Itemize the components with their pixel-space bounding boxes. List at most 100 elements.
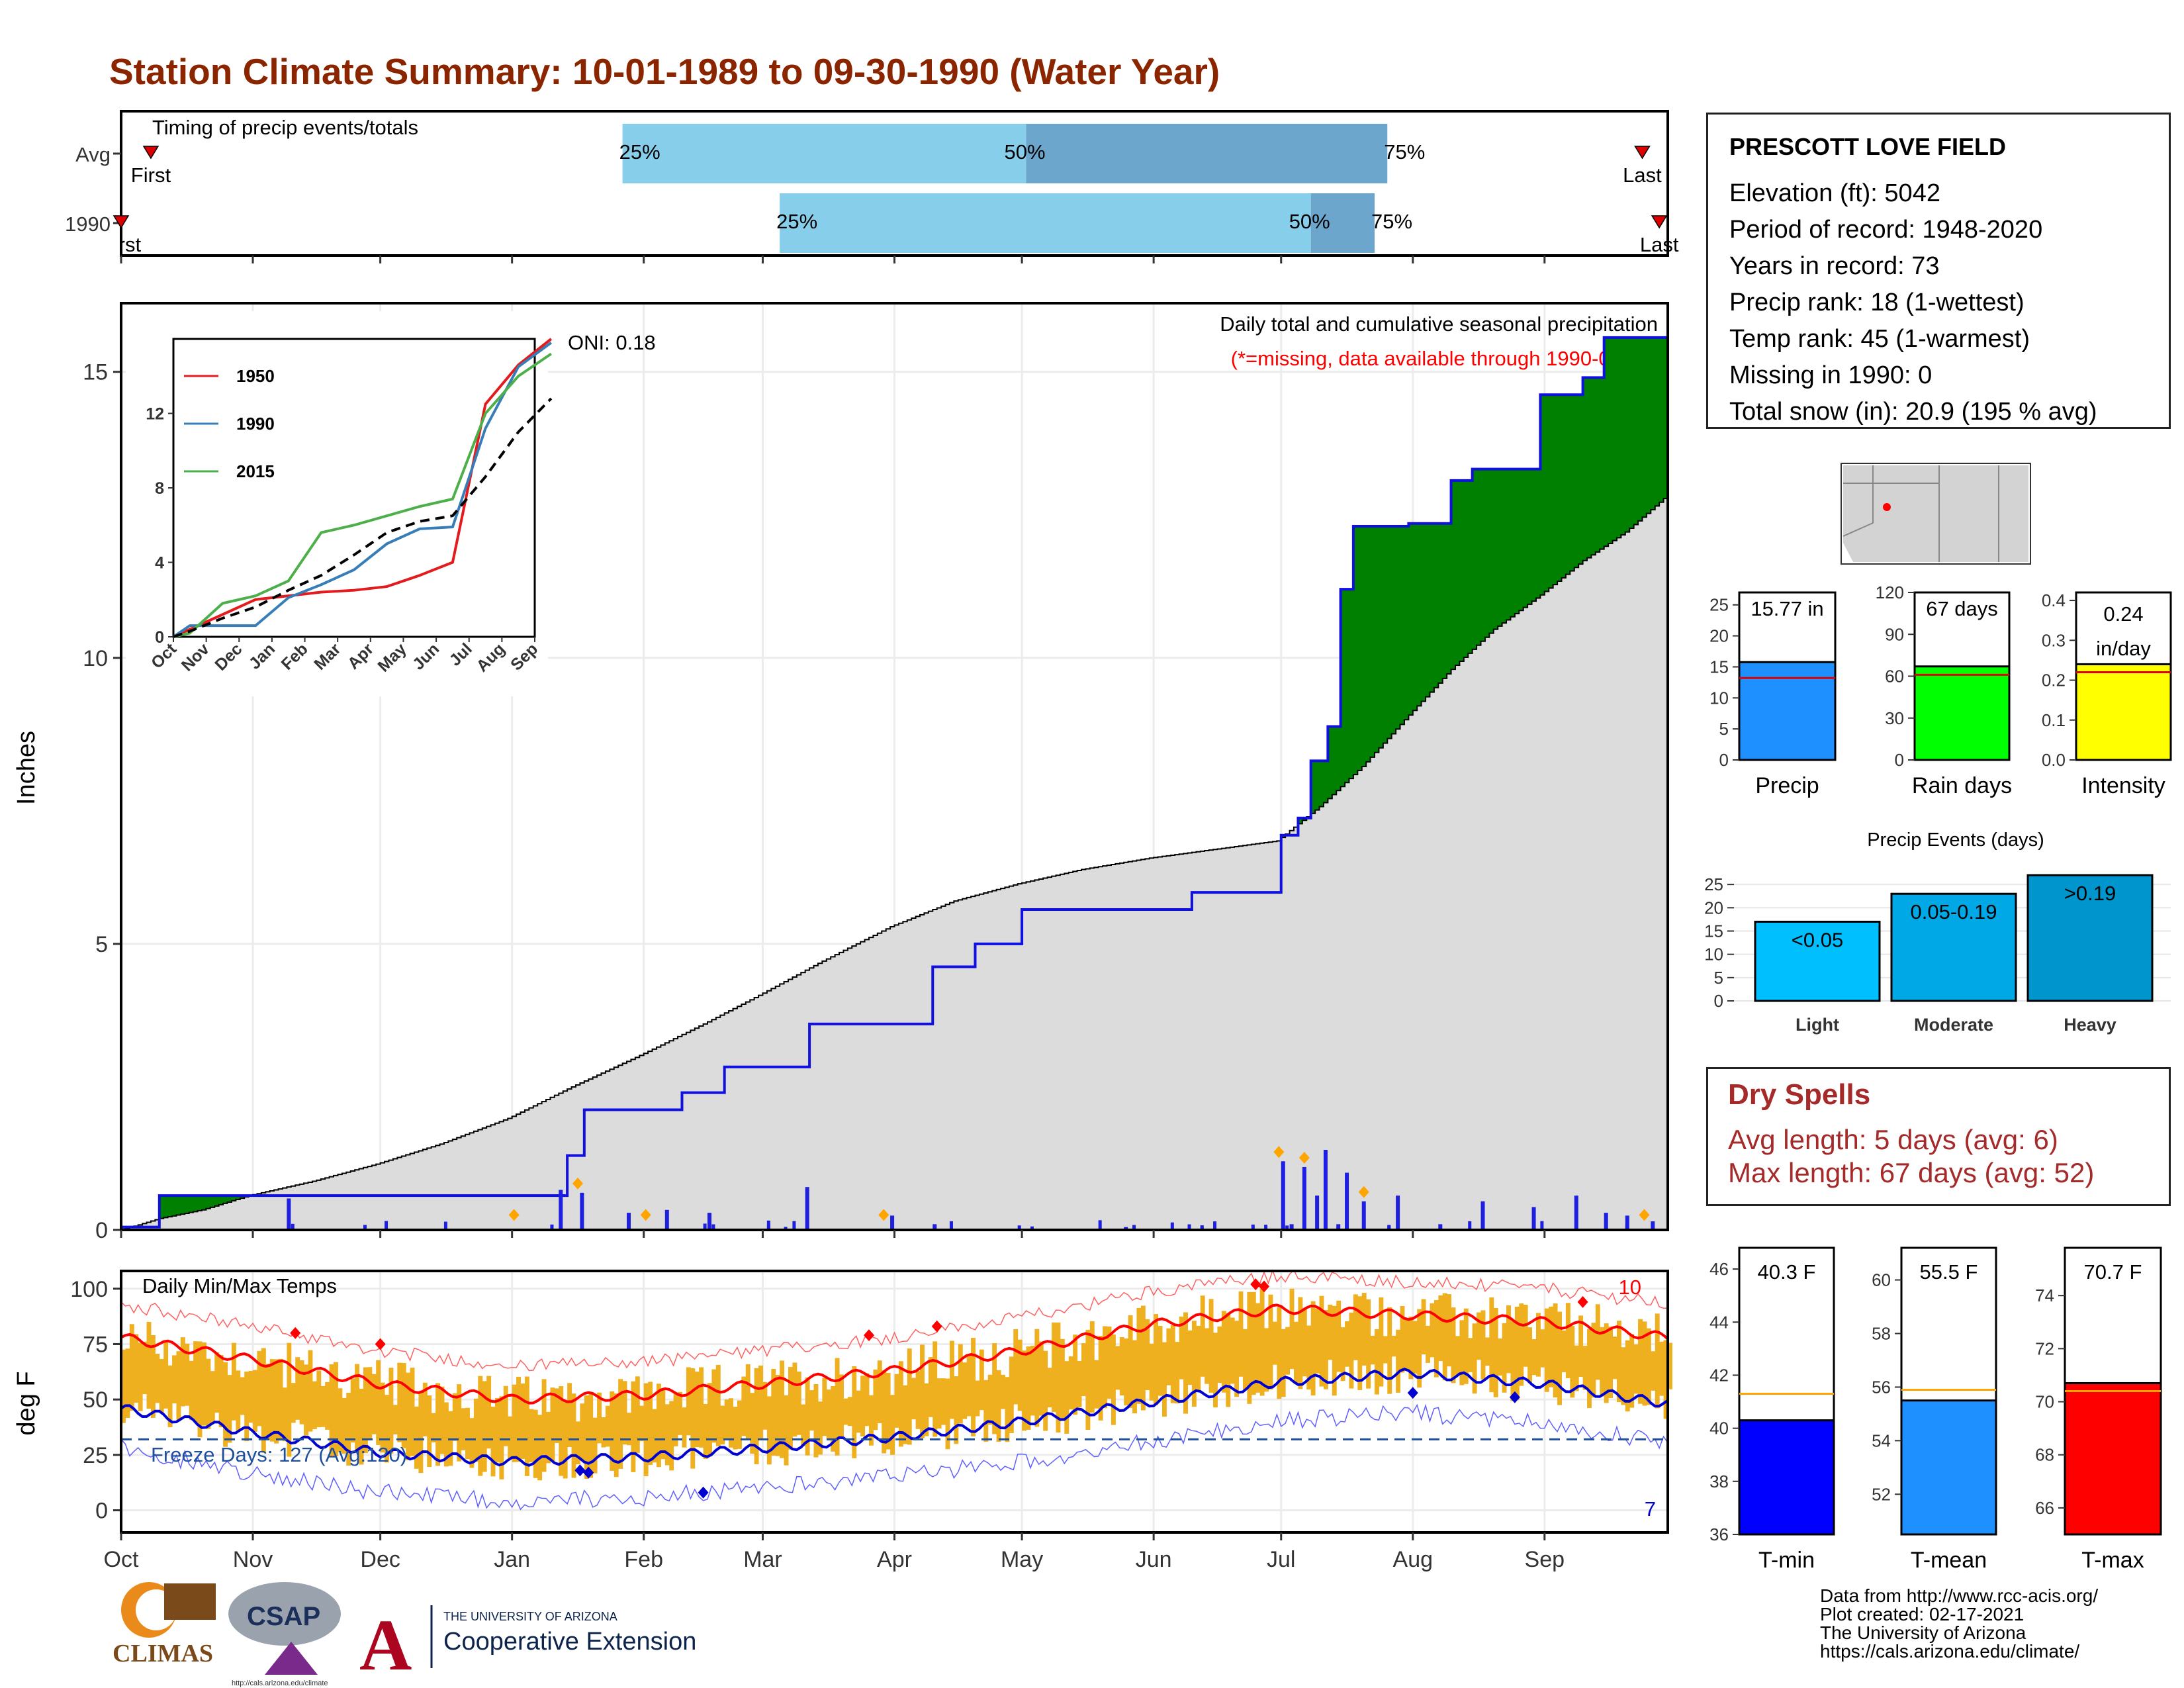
temp-day-bar bbox=[817, 1401, 823, 1455]
temp-day-bar bbox=[1026, 1346, 1031, 1430]
fill-day bbox=[1349, 589, 1354, 779]
temp-day-bar bbox=[197, 1341, 203, 1438]
record-high-marker-1 bbox=[375, 1338, 386, 1350]
temp-day-bar bbox=[1005, 1377, 1010, 1442]
daily-precip-bar bbox=[766, 1220, 770, 1230]
fill-day bbox=[1298, 818, 1303, 824]
temp-day-bar bbox=[796, 1372, 801, 1435]
temp-day-bar bbox=[185, 1343, 190, 1406]
temp-day-bar bbox=[410, 1368, 415, 1456]
temp-day-bar bbox=[1158, 1325, 1163, 1396]
record-high-line bbox=[120, 1268, 1668, 1372]
timing-q75-label-1990: 75% bbox=[1371, 210, 1412, 233]
timing-first-label-1990: First bbox=[101, 233, 142, 256]
temp-day-bar bbox=[1264, 1328, 1269, 1392]
temp-day-bar bbox=[792, 1362, 797, 1437]
temp-day-bar bbox=[1145, 1319, 1150, 1391]
temp-day-bar bbox=[1340, 1327, 1345, 1382]
footer: CLIMAS CSAP http://cals.arizona.edu/clim… bbox=[113, 1582, 2098, 1687]
temp-day-bar bbox=[1535, 1313, 1541, 1377]
temp-day-bar bbox=[1642, 1321, 1647, 1406]
snow-marker-4 bbox=[1273, 1146, 1285, 1158]
fill-day bbox=[1621, 337, 1626, 535]
daily-precip-bar bbox=[707, 1213, 712, 1230]
temp-day-bar bbox=[1468, 1338, 1473, 1372]
timing-first-marker-Avg bbox=[142, 146, 159, 160]
temp-day-bar bbox=[1038, 1341, 1044, 1416]
temp-day-bar bbox=[563, 1400, 568, 1479]
temp-day-bar bbox=[1247, 1291, 1252, 1404]
fill-day bbox=[189, 1196, 194, 1213]
fill-day bbox=[1531, 469, 1537, 602]
month-label-Dec: Dec bbox=[360, 1547, 400, 1572]
station-line-missing: Missing in 1990: 0 bbox=[1729, 361, 1933, 389]
events-bar-Heavy bbox=[2026, 874, 2154, 1002]
temp-day-bar bbox=[316, 1370, 322, 1428]
daily-precip-bar bbox=[1387, 1225, 1391, 1230]
temp-day-bar bbox=[643, 1383, 649, 1477]
events-bar-Moderate bbox=[1890, 892, 2017, 1002]
temp-day-bar bbox=[1315, 1309, 1320, 1374]
temp-day-bar bbox=[261, 1348, 266, 1453]
daily-precip-bar bbox=[121, 1227, 125, 1230]
temp-day-bar bbox=[801, 1404, 806, 1446]
map-border-west bbox=[1843, 465, 1874, 537]
temp-day-bar bbox=[1489, 1297, 1494, 1393]
temp-day-bar bbox=[737, 1400, 742, 1449]
record-high-marker-0 bbox=[290, 1327, 301, 1339]
temp-day-bar bbox=[172, 1355, 177, 1404]
temps-ytick-label-0-42: 42 bbox=[1709, 1365, 1729, 1385]
temp-day-bar bbox=[1514, 1306, 1520, 1400]
cumulative-ytick-label-5: 5 bbox=[95, 932, 108, 957]
temp-day-bar bbox=[1132, 1340, 1137, 1414]
temp-day-bar bbox=[847, 1397, 852, 1427]
temp-day-bar bbox=[427, 1395, 432, 1468]
month-label-Sep: Sep bbox=[1525, 1547, 1565, 1572]
events-ytick-label-20: 20 bbox=[1704, 898, 1723, 917]
temp-day-bar bbox=[443, 1402, 449, 1467]
fill-day bbox=[1480, 469, 1486, 641]
climas-land-shape bbox=[164, 1583, 216, 1620]
fill-day bbox=[197, 1196, 203, 1211]
fill-day bbox=[1455, 480, 1461, 666]
fill-day bbox=[1535, 469, 1541, 598]
temp-day-bar bbox=[1234, 1321, 1240, 1397]
temp-day-bar bbox=[605, 1405, 610, 1447]
daily-precip-bar bbox=[1323, 1150, 1328, 1230]
temp-day-bar bbox=[1557, 1311, 1562, 1405]
temp-day-bar bbox=[520, 1383, 525, 1459]
temp-day-bar bbox=[257, 1350, 262, 1427]
temp-day-bar bbox=[1073, 1335, 1078, 1415]
csap-mountain-shape bbox=[265, 1642, 318, 1675]
month-label-Aug: Aug bbox=[1393, 1547, 1433, 1572]
temp-day-bar bbox=[729, 1398, 734, 1448]
timing-first-marker-1990 bbox=[113, 215, 130, 229]
daily-precip-bar bbox=[805, 1187, 809, 1230]
temp-day-bar bbox=[656, 1383, 661, 1468]
temp-day-bar bbox=[1294, 1321, 1298, 1385]
totals-ytick-label-1-30: 30 bbox=[1885, 708, 1904, 728]
temp-day-bar bbox=[690, 1368, 696, 1469]
temp-day-bar bbox=[711, 1369, 717, 1443]
temp-day-bar bbox=[703, 1403, 708, 1459]
temp-day-bar bbox=[240, 1377, 245, 1415]
temp-day-bar bbox=[750, 1393, 755, 1454]
temp-day-bar bbox=[1166, 1328, 1171, 1385]
dry-spells-max: Max length: 67 days (avg: 52) bbox=[1728, 1157, 2095, 1188]
temp-ytick-label-50: 50 bbox=[83, 1387, 108, 1413]
temp-day-bar bbox=[418, 1391, 424, 1474]
fill-day bbox=[1361, 526, 1367, 767]
temp-day-bar bbox=[508, 1416, 513, 1460]
daily-precip-bar bbox=[1604, 1213, 1608, 1230]
totals-label-Rain days: Rain days bbox=[1912, 773, 2012, 798]
daily-precip-bar bbox=[1251, 1224, 1255, 1230]
temp-day-bar bbox=[473, 1399, 478, 1462]
station-name: PRESCOTT LOVE FIELD bbox=[1729, 133, 2007, 160]
month-label-May: May bbox=[1001, 1547, 1043, 1572]
temp-day-bar bbox=[864, 1373, 870, 1427]
record-high-marker-5 bbox=[1259, 1280, 1270, 1293]
tmean-ytick-label-1-60: 60 bbox=[1872, 1270, 1891, 1290]
events-category-Light: Light bbox=[1796, 1015, 1839, 1035]
temp-day-bar bbox=[282, 1387, 287, 1442]
temp-day-bar bbox=[996, 1370, 1001, 1442]
